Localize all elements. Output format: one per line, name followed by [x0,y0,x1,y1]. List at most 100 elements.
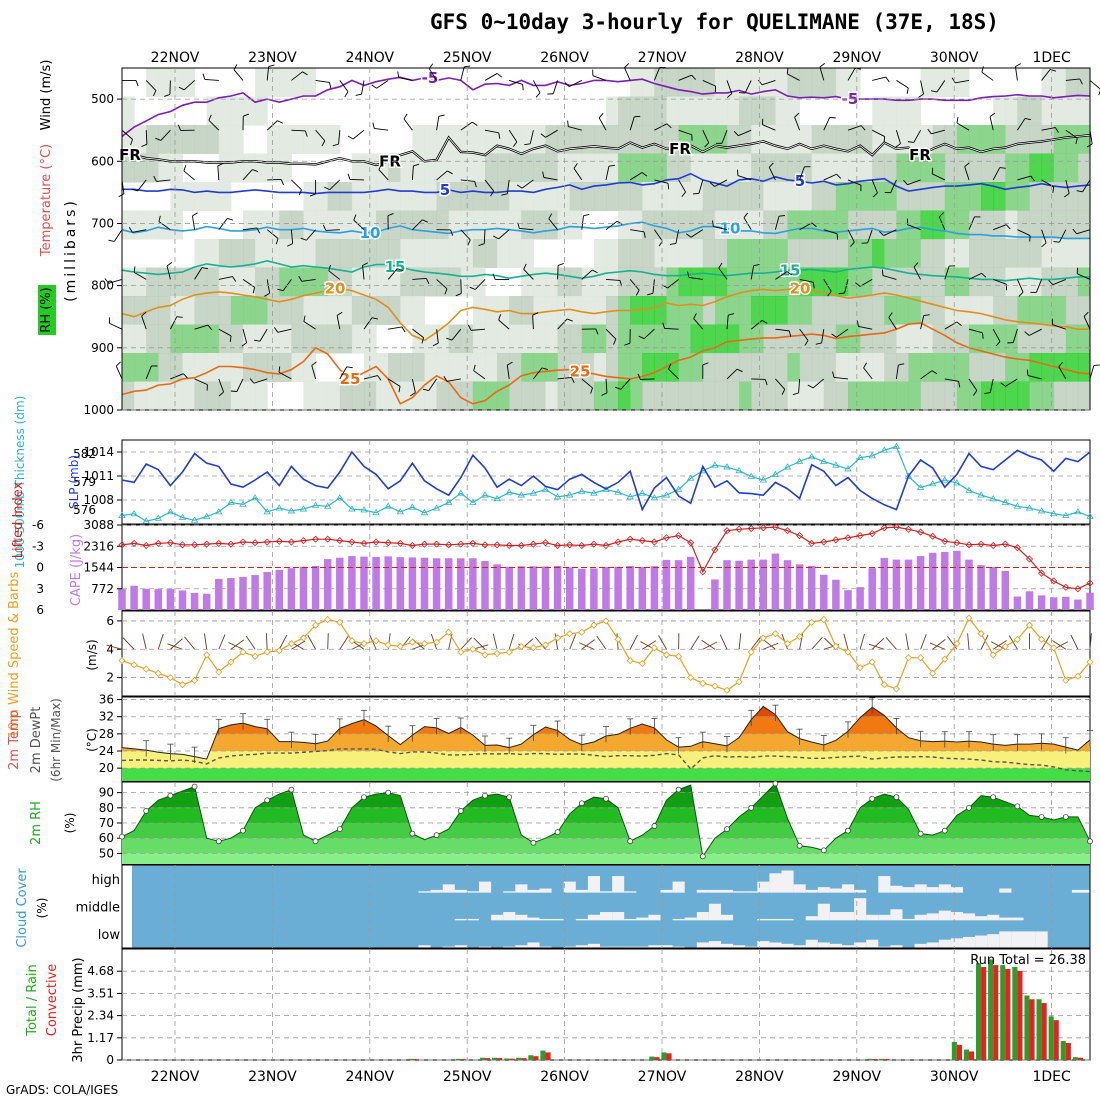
wind-barb-10m [868,643,885,650]
wind-barb [698,179,704,194]
wind-speed-point [336,618,344,626]
rh-shade-cell [291,353,304,382]
contour-label: 20 [790,280,811,298]
rh-point [627,838,634,845]
cloud-level-label: middle [76,901,120,916]
wind-barb-10m [339,635,349,650]
wind-speed-point [602,617,610,625]
lifted-index-point [735,525,743,533]
rh-shade-cell [206,182,220,211]
rh-shade-cell [920,153,934,183]
rh-shade-cell [1017,210,1030,240]
cloud-cell [866,939,879,948]
rh-shade-cell [170,68,183,97]
wind-barb [605,328,617,340]
wind-barb-10m [905,633,909,650]
wind-speed-point [396,642,404,650]
thickness-point [747,472,755,479]
rh-shade-cell [654,296,667,325]
wind-barb [473,370,486,380]
lifted-index-point [796,532,804,540]
wind-barb-feather [135,80,139,87]
precip-conv-bar [509,1058,515,1060]
rh-shade-cell [714,353,728,382]
rh-shade-cell [642,324,655,354]
rh-shade-cell [993,239,1006,268]
cloud-cell [466,918,479,921]
wind-barb [834,376,849,380]
rh-shade-cell [194,296,208,325]
wind-barb-feather [183,373,188,379]
rh-shade-cell [630,267,643,297]
cloud-cell [999,888,1012,893]
wind-barb [339,366,348,380]
cape-bar [844,590,852,610]
cloud-cell [769,942,782,948]
wind-barb-feather [685,233,692,238]
wind-barb-feather [958,381,961,388]
slp-tick-label: 1008 [83,493,114,507]
rh-shade-cell [243,96,256,126]
cape-bar [590,568,598,610]
wind-barb-feather [761,319,768,324]
bottom-date-label: 25NOV [443,1069,492,1085]
rh-shade-cell [448,381,462,411]
wind-barb [301,278,316,282]
rh-shade-cell [303,182,317,211]
cloud-cell [491,914,504,921]
temp-tick-label: 32 [99,710,114,724]
cape-bar [420,557,429,610]
wind-tick-label: 4 [106,642,114,656]
rh-shade-cell [823,239,837,268]
wind-barb-feather [624,63,630,68]
wind-barb-feather [1015,63,1021,67]
cape-bar [723,560,731,610]
rh-shade-cell [569,210,583,240]
wind-speed-point [590,621,598,629]
wind-barb [145,80,157,91]
rh-shade-cell [557,324,571,354]
wind-barb [291,71,303,81]
cloud-cell [805,916,818,921]
rh-shade-cell [727,381,740,411]
rh-shade-cell [146,210,159,240]
wind-barb-10m [701,639,716,650]
rh-shade-cell [339,210,353,240]
cape-bar [178,590,187,610]
rh-shade-cell [751,68,764,97]
wind-barb [412,328,424,338]
slp-tick-label: 1011 [83,469,114,483]
wind-speed-point [529,644,537,652]
lifted-index-point [324,535,332,543]
rh-shade-cell [351,324,365,354]
rh-shade-cell [1065,182,1079,211]
cloud-cell [696,912,709,921]
rh-tick-label: 90 [99,786,114,800]
rh-shade-cell [497,353,510,382]
cloud-cell [950,887,963,893]
cloud-cell [660,889,673,893]
rh-shade-cell [303,210,317,240]
wind-barb [1041,69,1051,81]
rh-shade-cell [327,210,341,240]
lifted-index-point [396,539,404,547]
cape-bar [384,556,392,610]
rh-shade-cell [835,239,849,268]
rh-shade-cell [448,125,462,154]
wind-barb-feather [666,123,672,129]
cape-bar [602,567,610,610]
rh-shade-cell [956,267,970,297]
wind-barb-feather [1024,331,1030,336]
rh-shade-cell [1041,353,1055,382]
cape-bar [166,589,175,610]
wind-barb [156,179,171,182]
wind-barb-feather [999,167,1006,169]
rh-shade-cell [243,267,256,297]
cape-bar [856,587,864,610]
cloud-cell [600,946,613,948]
wind-barb [844,279,849,294]
wind-barb-feather [903,179,908,186]
wind-barb [678,129,692,136]
rh-shade-cell [230,267,244,297]
